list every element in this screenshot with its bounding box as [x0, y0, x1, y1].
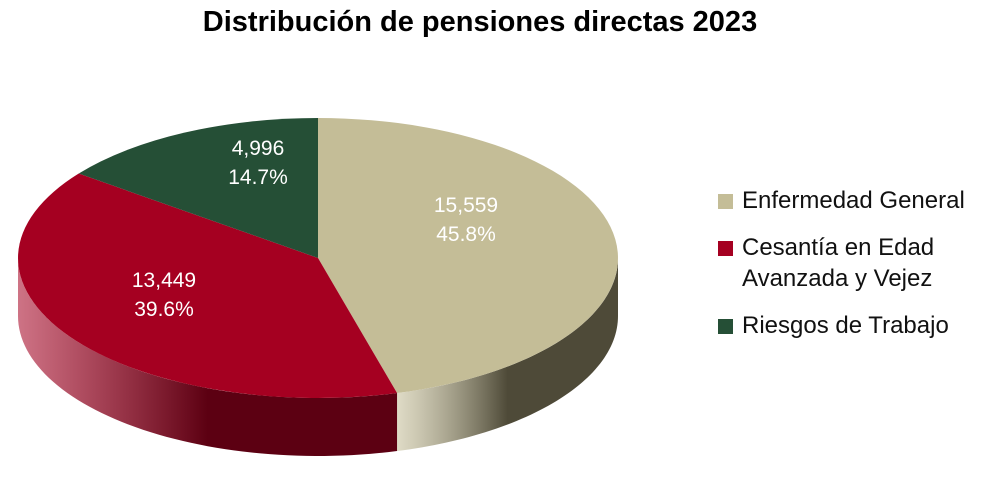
pie-slice-1	[18, 173, 398, 398]
pie-slice-0	[318, 118, 618, 394]
legend-label: Riesgos de Trabajo	[742, 312, 949, 339]
slice-percent-label: 14.7%	[228, 166, 288, 189]
legend: Enfermedad General Cesantía en Edad Avan…	[718, 185, 1003, 341]
slice-value-label: 4,996	[232, 137, 285, 160]
chart-title: Distribución de pensiones directas 2023	[202, 6, 758, 38]
legend-item-enfermedad-general: Enfermedad General	[718, 185, 1003, 216]
legend-item-cesantia: Cesantía en Edad Avanzada y Vejez	[718, 232, 1003, 294]
legend-label: Cesantía en Edad Avanzada y Vejez	[742, 234, 935, 292]
legend-swatch-enfermedad-general	[718, 194, 733, 209]
slice-percent-label: 39.6%	[134, 298, 194, 321]
legend-label: Enfermedad General	[742, 187, 965, 214]
slice-percent-label: 45.8%	[436, 223, 496, 246]
slice-value-label: 13,449	[132, 269, 196, 292]
pie-side-1	[18, 258, 398, 456]
slice-value-label: 15,559	[434, 194, 498, 217]
pie-side-0	[397, 258, 618, 452]
legend-item-riesgos-de-trabajo: Riesgos de Trabajo	[718, 310, 1003, 341]
legend-swatch-riesgos-de-trabajo	[718, 319, 733, 334]
pie-chart: 15,559 45.8% 13,449 39.6% 4,996 14.7%	[18, 118, 618, 456]
legend-swatch-cesantia	[718, 241, 733, 256]
pie-slice-2	[78, 118, 318, 258]
